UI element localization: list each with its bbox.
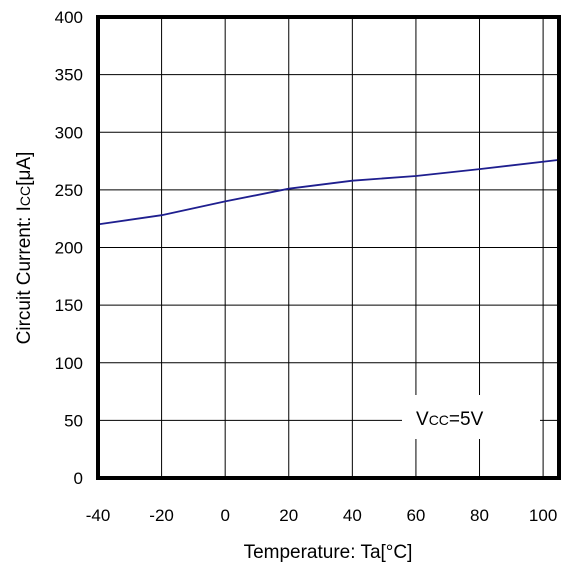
plot-frame	[96, 15, 561, 480]
x-tick-label: 60	[406, 506, 425, 525]
y-tick-label: 400	[55, 8, 83, 27]
x-tick-label: 20	[279, 506, 298, 525]
y-axis-label: Circuit Current: ICC[μA]	[14, 152, 35, 345]
y-tick-label: 300	[55, 123, 83, 142]
y-tick-label: 50	[64, 411, 83, 430]
series-line	[97, 159, 560, 226]
annotation-label: VCC=5V	[416, 409, 484, 430]
grid-layer	[98, 17, 559, 478]
y-tick-label: 250	[55, 181, 83, 200]
x-tick-label: 0	[220, 506, 229, 525]
x-tick-label: 100	[529, 506, 557, 525]
x-tick-label: -20	[149, 506, 174, 525]
series-layer	[97, 159, 560, 226]
annotation-box	[402, 395, 540, 439]
x-axis-label: Temperature: Ta[°C]	[244, 542, 413, 563]
y-tick-label: 0	[74, 469, 83, 488]
x-tick-label: 40	[343, 506, 362, 525]
y-tick-label: 200	[55, 239, 83, 258]
annotation-layer: VCC=5V	[402, 395, 540, 439]
y-tick-label: 150	[55, 296, 83, 315]
y-tick-label: 350	[55, 66, 83, 85]
y-tick-label: 100	[55, 354, 83, 373]
x-tick-labels: -40 -20 0 20 40 60 80 100	[86, 506, 558, 525]
x-tick-label: -40	[86, 506, 111, 525]
x-tick-label: 80	[470, 506, 489, 525]
y-tick-labels: 0 50 100 150 200 250 300 350 400	[55, 8, 83, 488]
